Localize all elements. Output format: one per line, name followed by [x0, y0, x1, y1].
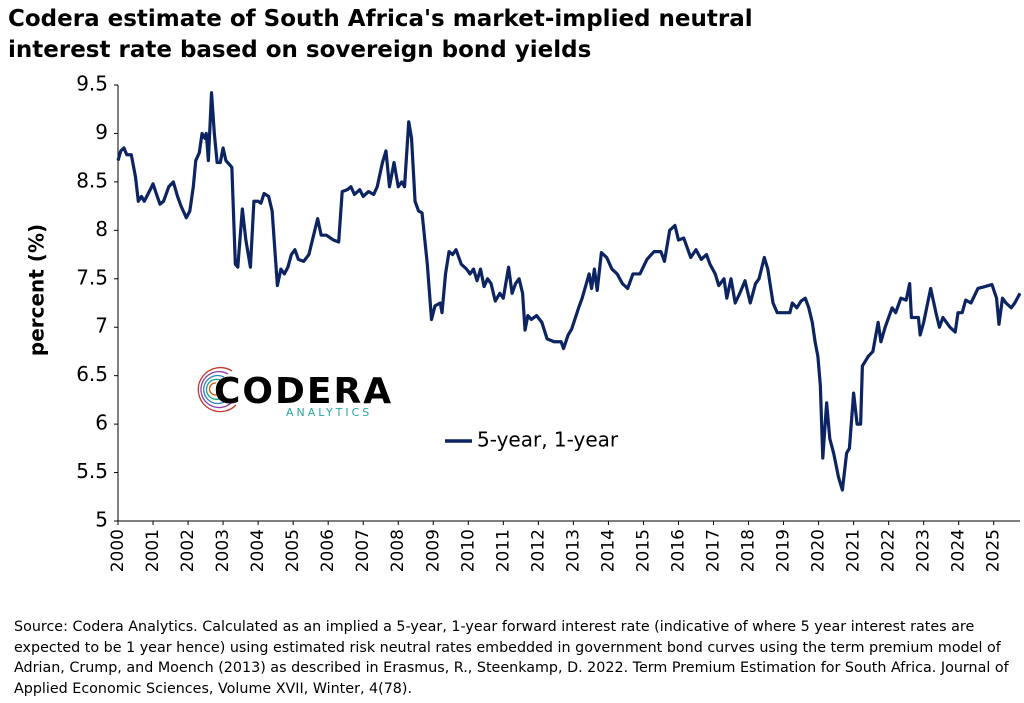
legend-label: 5-year, 1-year [477, 428, 619, 452]
y-tick-label: 5 [95, 508, 108, 532]
x-tick-label: 2011 [493, 529, 513, 572]
x-tick-label: 2018 [739, 529, 759, 572]
y-tick-label: 7.5 [76, 265, 108, 289]
x-tick-label: 2013 [563, 529, 583, 572]
y-tick-label: 6 [95, 411, 108, 435]
x-tick-label: 2023 [914, 529, 934, 572]
x-tick-label: 2019 [774, 529, 794, 572]
x-tick-label: 2008 [388, 529, 408, 572]
x-tick-label: 2006 [318, 529, 338, 572]
x-tick-label: 2009 [423, 529, 443, 572]
x-tick-label: 2005 [283, 529, 303, 572]
y-tick-label: 9 [95, 120, 108, 144]
y-tick-label: 8 [95, 217, 108, 241]
x-tick-label: 2010 [458, 529, 478, 572]
x-tick-label: 2015 [633, 529, 653, 572]
x-tick-label: 2007 [353, 529, 373, 572]
x-tick-label: 2020 [809, 529, 829, 572]
logo-icon [197, 366, 237, 413]
x-tick-label: 2021 [844, 529, 864, 572]
source-note: Source: Codera Analytics. Calculated as … [14, 619, 1009, 697]
x-tick-label: 2024 [949, 529, 969, 572]
y-axis-label: percent (%) [25, 224, 49, 356]
x-tick-label: 2002 [178, 529, 198, 572]
y-tick-label: 5.5 [76, 459, 108, 483]
y-tick-label: 7 [95, 314, 108, 338]
x-tick-label: 2003 [213, 529, 233, 572]
x-tick-label: 2025 [984, 529, 1004, 572]
x-tick-label: 2022 [879, 529, 899, 572]
x-tick-label: 2016 [668, 529, 688, 572]
chart-title: Codera estimate of South Africa's market… [8, 6, 753, 63]
x-tick-label: 2001 [143, 529, 163, 572]
logo-tagline: ANALYTICS [286, 406, 372, 419]
logo-name: CODERA [214, 371, 393, 412]
x-tick-label: 2012 [528, 529, 548, 572]
chart: percent (%) CODERA ANALYTICS 5 5.5 6 6.5 7 7.… [25, 72, 1022, 572]
y-tick-label: 8.5 [76, 168, 108, 192]
x-tick-label: 2004 [248, 529, 268, 572]
x-tick-label: 2014 [598, 529, 618, 572]
y-tick-label: 9.5 [76, 72, 108, 96]
x-tick-label: 2000 [108, 529, 128, 572]
x-tick-label: 2017 [703, 529, 723, 572]
y-tick-label: 6.5 [76, 362, 108, 386]
series-line [116, 91, 1022, 492]
